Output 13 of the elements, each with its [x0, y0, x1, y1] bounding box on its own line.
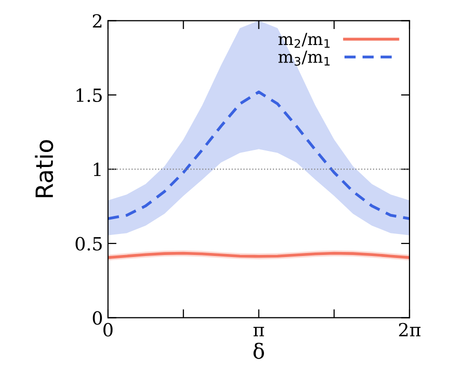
y-tick-label: 1.5 [76, 88, 102, 102]
y-tick-label: 1 [94, 162, 101, 176]
legend-label: m$_{3}$/m$_{1}$ [278, 50, 330, 66]
legend-label: m$_{2}$/m$_{1}$ [278, 32, 330, 48]
y-tick-label: 2 [92, 14, 102, 28]
x-tick-label: 2π [399, 322, 421, 336]
y-axis-title: Ratio [34, 140, 54, 198]
x-tick-label: 0 [103, 322, 113, 337]
y-tick-label: 0 [92, 311, 102, 325]
x-axis-title: δ [254, 342, 264, 359]
x-tick-label: π [253, 326, 264, 336]
line-series [108, 90, 410, 220]
y-tick-label: 0.5 [76, 236, 102, 251]
